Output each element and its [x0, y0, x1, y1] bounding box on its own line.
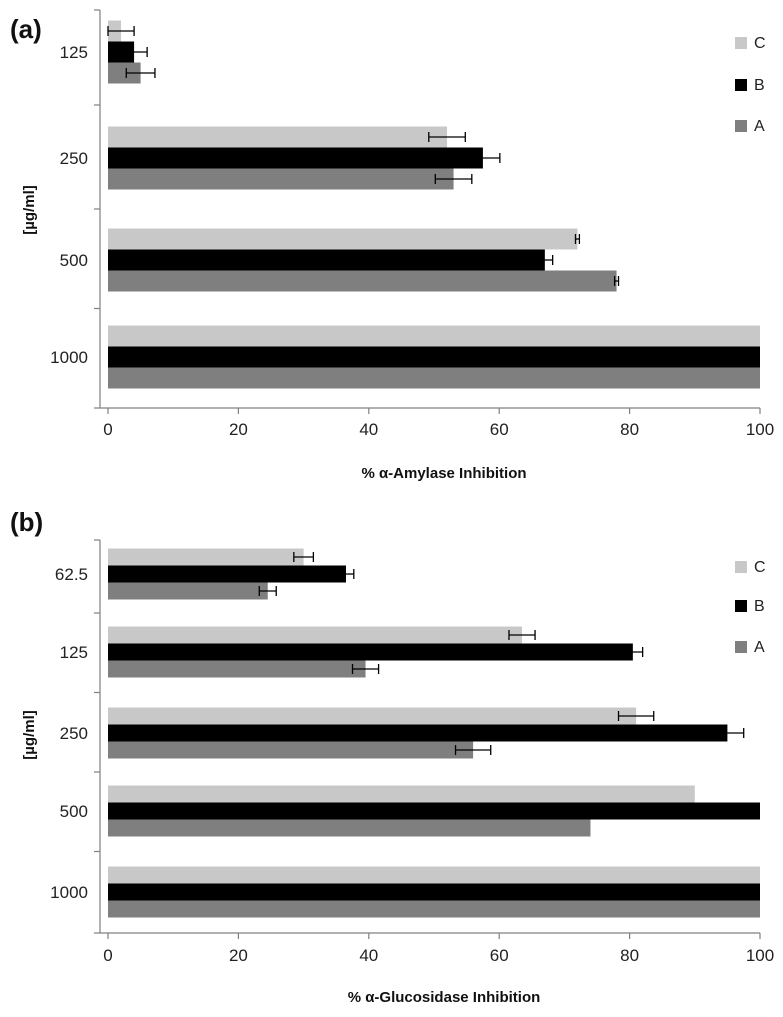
category-label: 250 — [60, 724, 88, 743]
bar-A-62_5 — [108, 582, 268, 600]
x-tick-label: 0 — [103, 946, 112, 965]
bar-C-1000 — [108, 325, 760, 347]
bar-A-250 — [108, 741, 474, 759]
bar-B-500 — [108, 249, 545, 271]
panel-label: (b) — [10, 507, 43, 537]
chart-panel-b: (b) [µg/ml] 0 20 40 60 80 100 % α-Glucosidase In… — [10, 507, 774, 1006]
bar-A-500 — [108, 819, 591, 837]
y-axis-title: [µg/ml] — [21, 185, 38, 234]
legend-swatch-C — [735, 37, 747, 49]
x-tick-label: 60 — [490, 946, 509, 965]
x-tick-label: 100 — [746, 946, 774, 965]
bar-C-62_5 — [108, 548, 304, 566]
category-label: 125 — [60, 43, 88, 62]
bar-B-500 — [108, 802, 760, 820]
bar-A-1000 — [108, 367, 760, 389]
x-tick-label: 40 — [359, 420, 378, 439]
bar-C-250 — [108, 126, 448, 148]
category-label: 500 — [60, 251, 88, 270]
category-label: 62.5 — [55, 565, 88, 584]
legend-swatch-B — [735, 79, 747, 91]
x-tick-label: 0 — [103, 420, 112, 439]
bar-A-125 — [108, 62, 141, 84]
bar-C-250 — [108, 707, 637, 725]
x-tick-label: 20 — [229, 420, 248, 439]
bar-A-500 — [108, 270, 617, 292]
legend-label-B: B — [754, 598, 765, 615]
legend-swatch-A — [735, 641, 747, 653]
legend-label-A: A — [754, 118, 765, 135]
bar-B-125 — [108, 643, 633, 661]
legend-label-C: C — [754, 35, 766, 52]
x-tick-label: 100 — [746, 420, 774, 439]
legend-swatch-B — [735, 600, 747, 612]
bar-C-125 — [108, 626, 523, 644]
x-tick-label: 20 — [229, 946, 248, 965]
legend-label-C: C — [754, 559, 766, 576]
legend-label-A: A — [754, 639, 765, 656]
x-axis-title: % α-Amylase Inhibition — [361, 465, 526, 482]
bar-B-250 — [108, 147, 483, 169]
panel-label: (a) — [10, 14, 42, 44]
bar-A-1000 — [108, 900, 760, 918]
bar-C-1000 — [108, 866, 760, 884]
x-axis-title: % α-Glucosidase Inhibition — [348, 989, 541, 1006]
legend-swatch-C — [735, 561, 747, 573]
bar-C-500 — [108, 228, 578, 250]
chart-panel-a: (a) [µg/ml] 0 20 40 60 80 100 % α-Amylase Inhibi… — [10, 9, 774, 482]
bar-B-1000 — [108, 883, 760, 901]
bar-A-250 — [108, 168, 454, 190]
category-label: 1000 — [50, 348, 88, 367]
bar-B-1000 — [108, 346, 760, 368]
legend-label-B: B — [754, 77, 765, 94]
category-label: 1000 — [50, 883, 88, 902]
category-label: 250 — [60, 149, 88, 168]
y-axis-title: [µg/ml] — [21, 710, 38, 759]
legend-swatch-A — [735, 120, 747, 132]
category-label: 500 — [60, 802, 88, 821]
category-label: 125 — [60, 643, 88, 662]
bar-B-62_5 — [108, 565, 346, 583]
x-tick-label: 80 — [620, 420, 639, 439]
x-tick-label: 60 — [490, 420, 509, 439]
bar-A-125 — [108, 660, 366, 678]
x-tick-label: 40 — [359, 946, 378, 965]
bar-C-500 — [108, 785, 695, 803]
bar-B-250 — [108, 724, 728, 742]
x-tick-label: 80 — [620, 946, 639, 965]
